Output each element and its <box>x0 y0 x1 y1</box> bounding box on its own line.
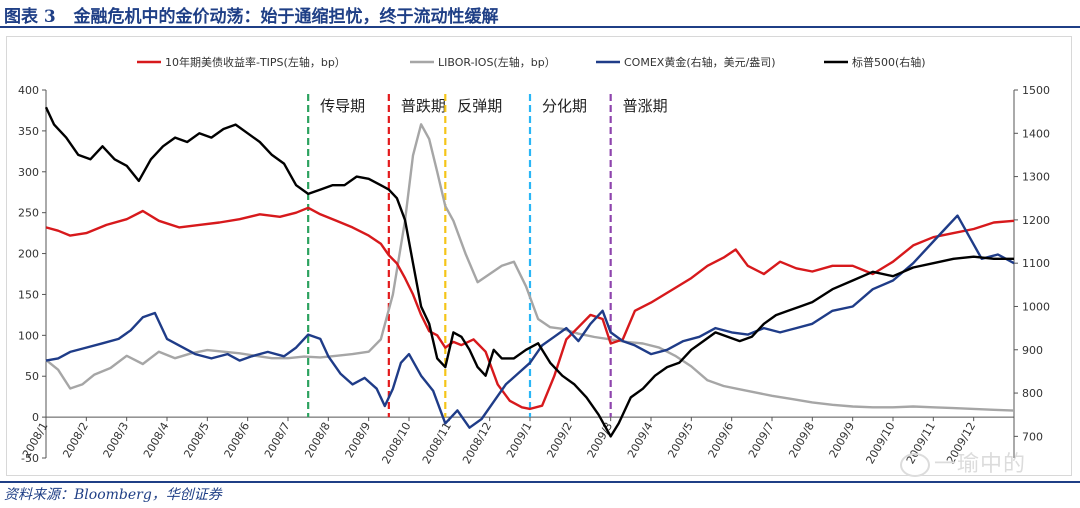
x-tick-label: 2008/4 <box>141 420 172 460</box>
phase-label: 普跌期 <box>401 97 446 115</box>
right-tick-label: 900 <box>1022 344 1043 357</box>
series-line <box>44 106 1014 438</box>
legend-label: 10年期美债收益率-TIPS(左轴，bp） <box>165 55 346 69</box>
chart-svg: -50 0 50 100 150 200 250 300 350 400 700 800 900 1000… <box>18 55 1050 466</box>
phase-label: 普涨期 <box>623 97 668 115</box>
x-tick-label: 2009/6 <box>706 420 737 460</box>
series-line <box>45 123 1015 412</box>
x-tick-label: 2009/4 <box>625 420 656 460</box>
left-tick-label: 0 <box>32 411 39 424</box>
right-tick-label: 1300 <box>1022 171 1050 184</box>
left-tick-label: 200 <box>18 248 39 261</box>
wechat-icon <box>900 453 930 477</box>
right-tick-label: 1400 <box>1022 127 1050 140</box>
left-tick-label: -50 <box>21 452 39 465</box>
right-tick-label: 700 <box>1022 430 1043 443</box>
x-tick-label: 2009/8 <box>786 420 817 460</box>
left-tick-label: 300 <box>18 166 39 179</box>
top-rule <box>0 26 1080 28</box>
x-tick-label: 2008/3 <box>101 420 132 460</box>
chart-frame <box>6 36 1072 476</box>
right-tick-label: 800 <box>1022 387 1043 400</box>
series-line <box>45 206 1015 411</box>
left-tick-label: 250 <box>18 207 39 220</box>
figure-title: 图表 3 金融危机中的金价动荡：始于通缩担忧，终于流动性缓解 <box>4 2 499 27</box>
x-tick-label: 2009/7 <box>746 420 777 460</box>
x-tick-label: 2008/9 <box>343 420 374 460</box>
x-tick-label: 2008/7 <box>262 420 293 460</box>
left-tick-label: 350 <box>18 125 39 138</box>
watermark-text: 一瑜中的 <box>934 452 1027 477</box>
legend-label: 标普500(右轴) <box>852 55 926 69</box>
x-tick-label: 2008/2 <box>60 420 91 460</box>
left-tick-label: 50 <box>25 370 39 383</box>
x-tick-label: 2008/6 <box>222 420 253 460</box>
x-tick-label: 2009/5 <box>665 420 696 460</box>
x-tick-label: 2009/2 <box>544 420 575 460</box>
phase-label: 反弹期 <box>457 97 502 115</box>
legend-label: LIBOR-IOS(左轴，bp） <box>438 55 556 69</box>
source-note: 资料来源：Bloomberg，华创证券 <box>4 487 222 503</box>
right-tick-label: 1200 <box>1022 214 1050 227</box>
left-tick-label: 400 <box>18 84 39 97</box>
right-tick-label: 1000 <box>1022 300 1050 313</box>
bottom-rule <box>0 481 1080 483</box>
left-tick-label: 150 <box>18 288 39 301</box>
x-tick-label: 2008/8 <box>302 420 333 460</box>
figure-heading: 金融危机中的金价动荡：始于通缩担忧，终于流动性缓解 <box>73 7 499 27</box>
x-tick-label: 2009/9 <box>827 420 858 460</box>
legend-label: COMEX黄金(右轴，美元/盎司) <box>624 55 776 69</box>
phase-label: 传导期 <box>320 97 365 115</box>
x-tick-label: 2009/3 <box>585 420 616 460</box>
x-tick-label: 2009/1 <box>504 420 535 460</box>
x-tick-label: 2008/10 <box>379 420 413 466</box>
figure-label: 图表 3 <box>4 7 56 27</box>
right-tick-label: 1500 <box>1022 84 1050 97</box>
x-tick-label: 2008/5 <box>181 420 212 460</box>
left-tick-label: 100 <box>18 329 39 342</box>
right-tick-label: 1100 <box>1022 257 1050 270</box>
x-tick-label: 2008/12 <box>460 420 494 466</box>
phase-label: 分化期 <box>542 97 587 115</box>
watermark: 一瑜中的 <box>900 446 1026 478</box>
series-line <box>45 214 1015 429</box>
x-tick-label: 2008/11 <box>420 420 454 466</box>
x-tick-label: 2009/10 <box>863 420 897 466</box>
